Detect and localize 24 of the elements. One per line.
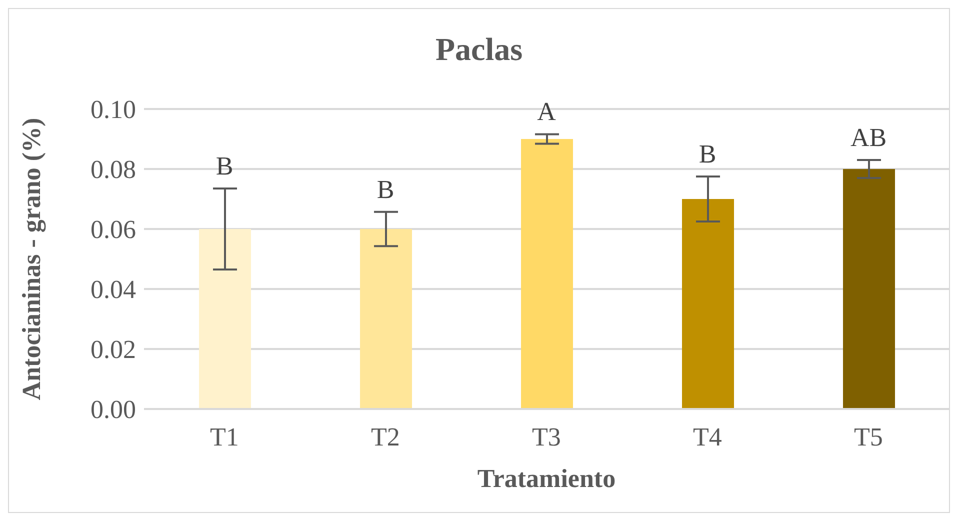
x-tick-label: T4 xyxy=(693,422,722,452)
y-axis-title: Antocianinas - grano (%) xyxy=(17,118,46,400)
bar xyxy=(682,199,734,409)
annotation: A xyxy=(537,97,556,126)
annotation: B xyxy=(216,152,234,180)
y-tick-label: 0.08 xyxy=(90,155,136,184)
bar xyxy=(521,139,573,409)
y-tick-label: 0.00 xyxy=(90,395,136,424)
x-tick-label: T5 xyxy=(854,422,883,452)
y-tick-label: 0.02 xyxy=(90,335,136,364)
bar xyxy=(199,229,251,409)
x-tick-label: T1 xyxy=(210,422,239,452)
annotation: B xyxy=(698,140,716,168)
bar xyxy=(843,169,895,409)
annotation: AB xyxy=(850,123,887,152)
annotation: B xyxy=(376,174,394,204)
y-tick-label: 0.10 xyxy=(90,95,136,124)
x-tick-label: T2 xyxy=(371,422,400,452)
chart-title: Paclas xyxy=(434,31,524,68)
x-axis-title: Tratamiento xyxy=(477,464,616,493)
y-tick-label: 0.06 xyxy=(90,215,136,244)
x-tick-label: T3 xyxy=(532,422,561,452)
y-tick-label: 0.04 xyxy=(90,275,136,304)
bar xyxy=(360,229,412,409)
